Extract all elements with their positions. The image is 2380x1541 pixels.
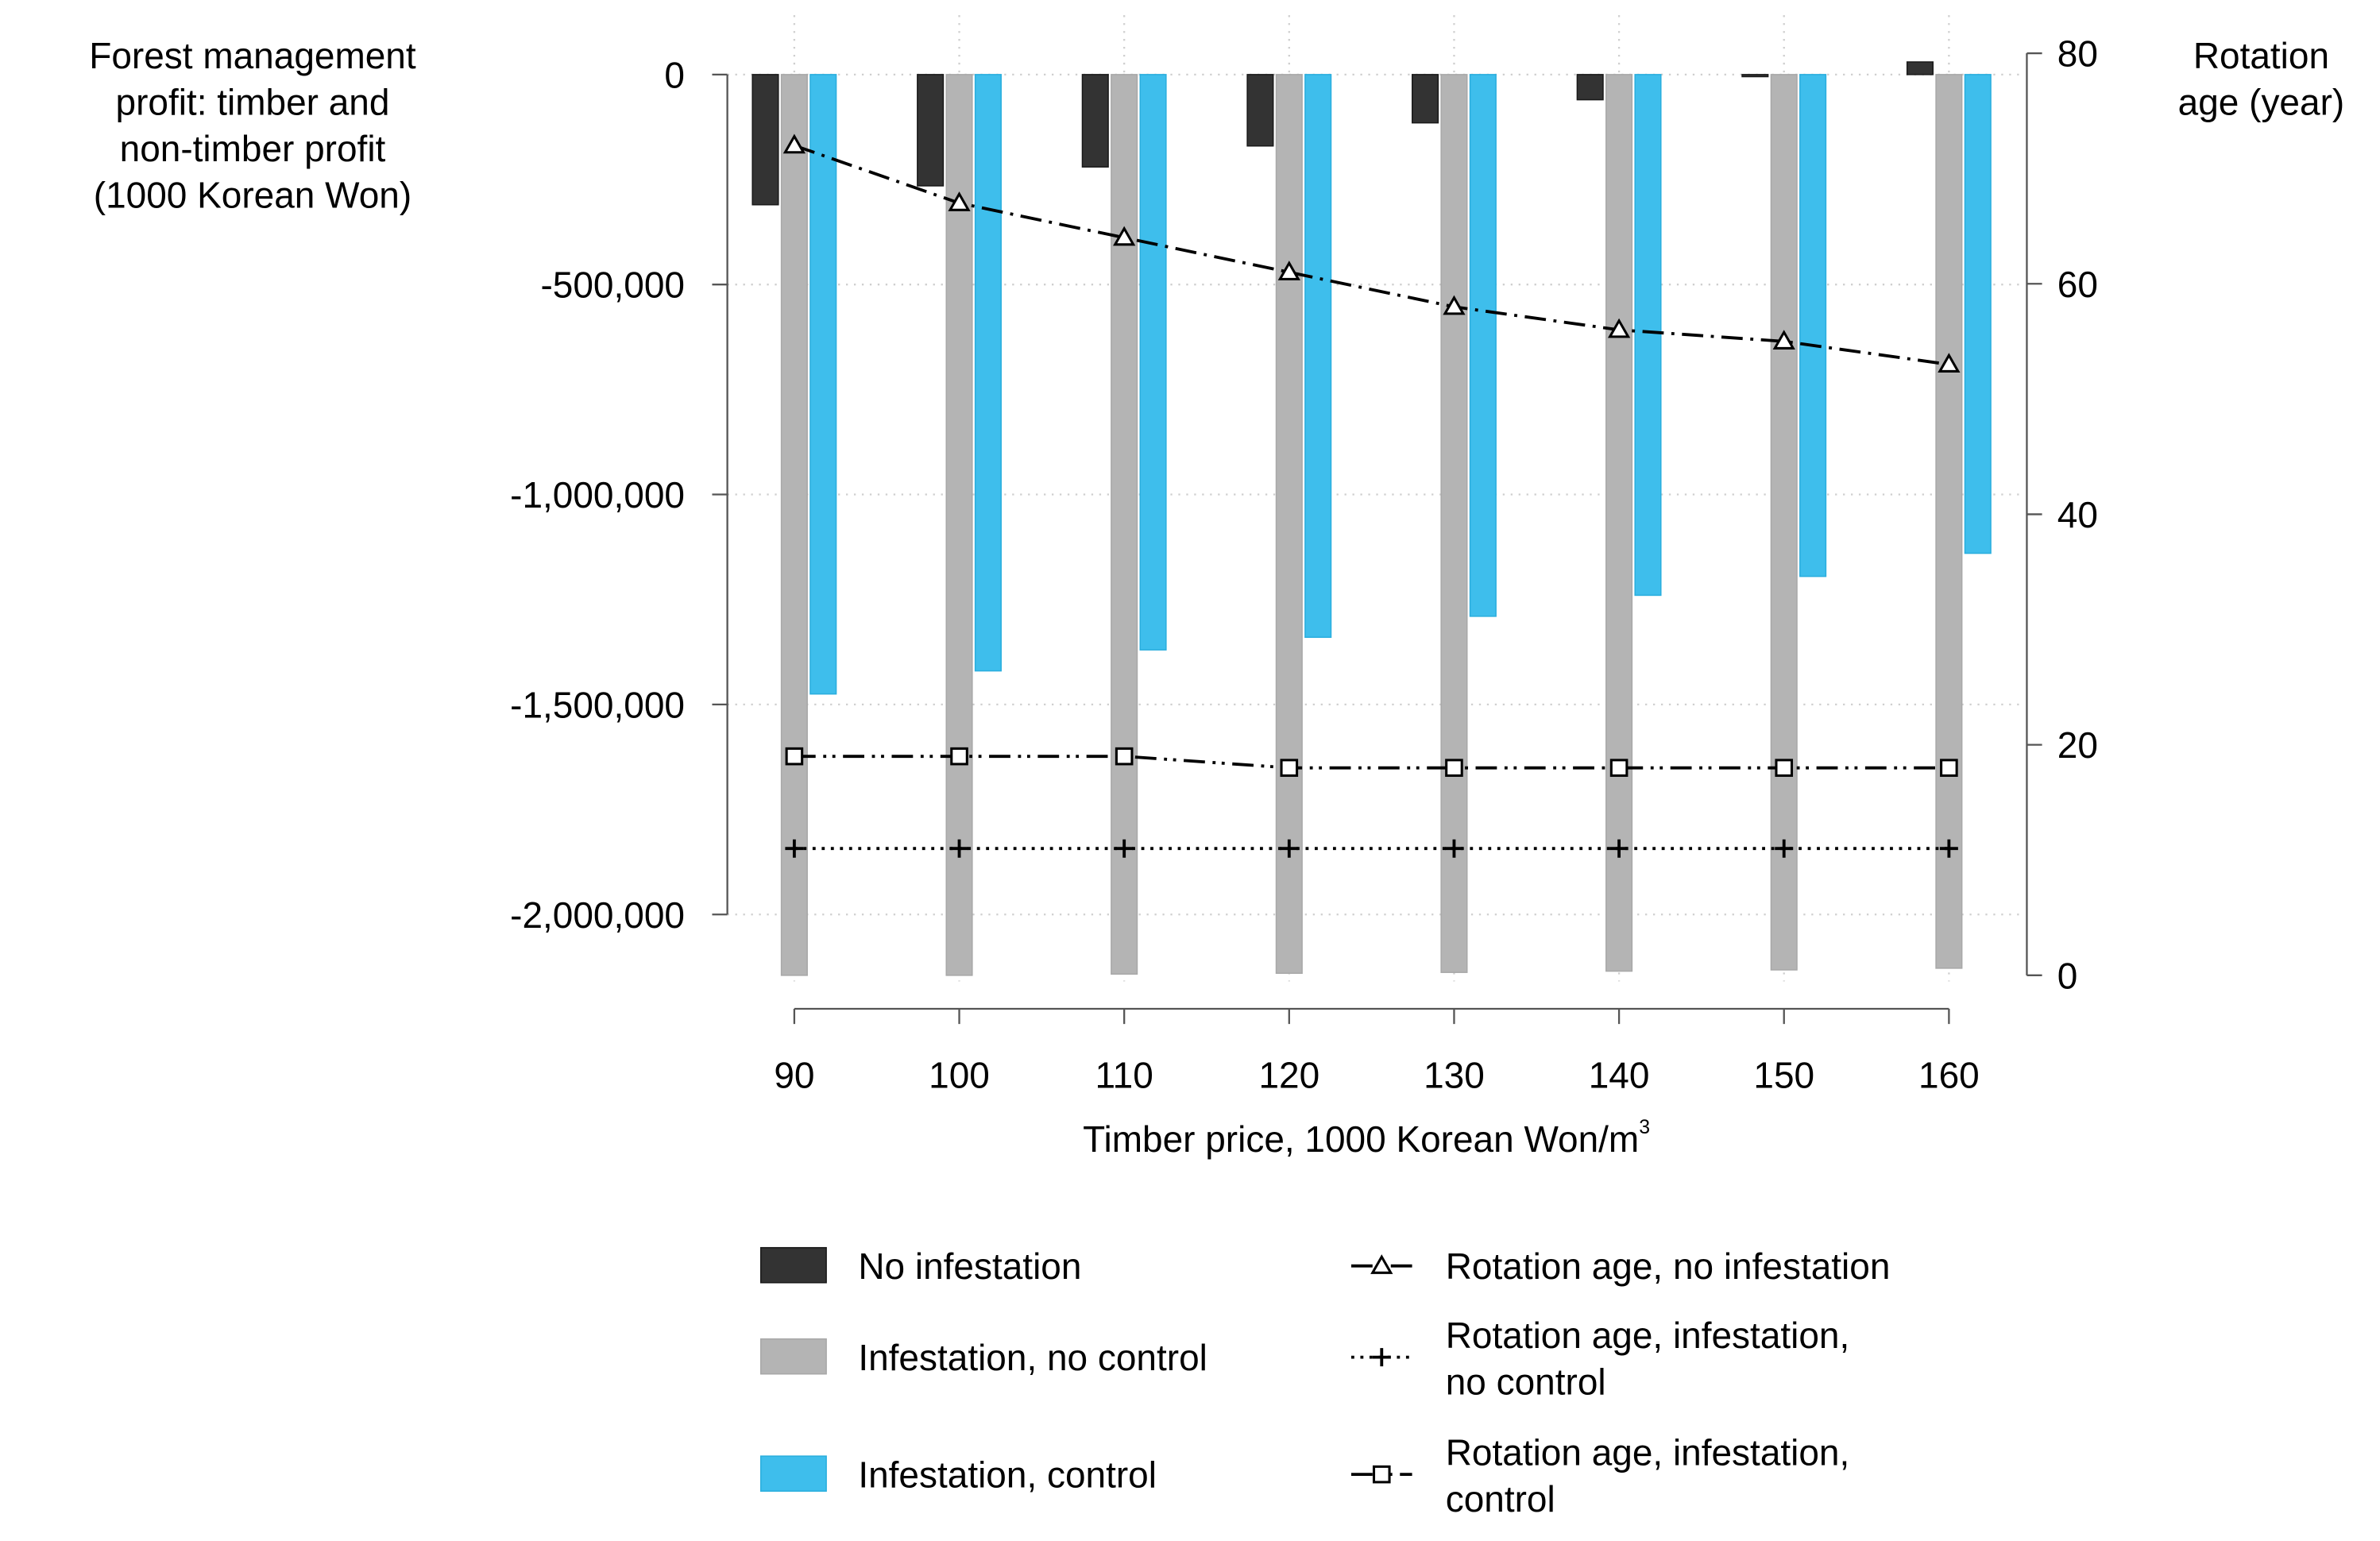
bar-1-90 <box>780 74 808 976</box>
line-1-marker-140 <box>1609 839 1629 858</box>
right-tick-label-3: 20 <box>2057 724 2098 766</box>
bar-0-120 <box>1246 74 1274 147</box>
legend-layer: No infestation Infestation, no control Inf… <box>759 1246 1891 1520</box>
bar-2-160 <box>1964 74 1992 554</box>
labels-layer: 0 -500,000 -1,000,000 -1,500,000 -2,000,000 8… <box>89 33 2344 1160</box>
line-0-marker-160 <box>1938 353 1961 373</box>
x-tick-label-110: 110 <box>1095 1055 1153 1096</box>
right-axis-title-line-0: Rotation <box>2193 35 2329 76</box>
bar-1-160 <box>1935 74 1963 969</box>
line-2-marker-120 <box>1280 759 1299 777</box>
legend-line-marker-2 <box>1372 1465 1391 1484</box>
line-2-marker-110 <box>1115 747 1134 766</box>
bar-1-130 <box>1440 74 1468 973</box>
x-tick-label-130: 130 <box>1424 1055 1485 1096</box>
x-tick-label-150: 150 <box>1753 1055 1814 1096</box>
x-axis-title-superscript: 3 <box>1639 1116 1650 1138</box>
line-2-marker-160 <box>1940 759 1958 777</box>
legend-line-label-1-0: Rotation age, infestation, <box>1446 1315 1850 1356</box>
x-axis-title: Timber price, 1000 Korean Won/m3 <box>1083 1116 1650 1160</box>
legend-swatch-2 <box>759 1455 827 1492</box>
bar-2-150 <box>1799 74 1827 577</box>
line-series-0 <box>794 144 1949 366</box>
bar-1-140 <box>1605 74 1633 972</box>
bar-2-90 <box>809 74 837 695</box>
bar-1-110 <box>1111 74 1138 975</box>
bar-1-100 <box>945 74 973 976</box>
x-tick-label-120: 120 <box>1258 1055 1319 1096</box>
left-tick-label-3: -1,500,000 <box>510 684 685 725</box>
bar-0-100 <box>917 74 945 187</box>
bar-0-150 <box>1741 74 1769 78</box>
bar-2-120 <box>1304 74 1332 639</box>
right-tick-label-4: 0 <box>2057 955 2078 996</box>
left-axis-title-line-0: Forest management <box>89 35 416 76</box>
left-tick-label-2: -1,000,000 <box>510 474 685 516</box>
legend-swatch-0 <box>759 1246 827 1284</box>
bar-1-120 <box>1275 74 1303 974</box>
bar-0-160 <box>1906 61 1934 75</box>
left-axis-title-line-2: non-timber profit <box>120 128 386 169</box>
line-1-marker-100 <box>950 839 969 858</box>
legend-swatch-1 <box>759 1338 827 1375</box>
line-0-marker-140 <box>1607 318 1631 338</box>
line-0-marker-90 <box>782 133 806 154</box>
line-2-marker-150 <box>1775 759 1794 777</box>
legend-line-label-2-0: Rotation age, infestation, <box>1446 1432 1850 1473</box>
legend-line-marker-1 <box>1372 1348 1391 1367</box>
x-tick-label-140: 140 <box>1589 1055 1650 1096</box>
line-1-marker-160 <box>1939 839 1958 858</box>
line-0-marker-130 <box>1443 295 1466 315</box>
legend-label-1: Infestation, no control <box>858 1337 1207 1378</box>
bars-layer <box>751 61 1992 976</box>
right-tick-label-0: 80 <box>2057 33 2098 75</box>
line-0-marker-150 <box>1772 330 1795 350</box>
bar-0-130 <box>1412 74 1439 124</box>
left-tick-label-4: -2,000,000 <box>510 894 685 936</box>
line-1-marker-130 <box>1444 839 1463 858</box>
line-0-marker-120 <box>1277 261 1300 280</box>
bar-0-140 <box>1576 74 1604 101</box>
bar-2-140 <box>1634 74 1662 597</box>
lines-layer <box>782 133 1961 858</box>
x-tick-label-100: 100 <box>929 1055 990 1096</box>
bar-2-130 <box>1469 74 1497 617</box>
legend-label-2: Infestation, control <box>858 1454 1157 1496</box>
line-1-marker-150 <box>1775 839 1794 858</box>
x-tick-label-160: 160 <box>1918 1055 1980 1096</box>
line-1-marker-120 <box>1280 839 1299 858</box>
left-tick-label-0: 0 <box>664 54 685 95</box>
line-0-marker-110 <box>1113 226 1136 246</box>
line-2-marker-90 <box>785 747 804 766</box>
right-tick-label-1: 60 <box>2057 264 2098 305</box>
bar-2-100 <box>974 74 1002 672</box>
line-2-marker-100 <box>950 747 968 766</box>
left-tick-label-1: -500,000 <box>540 265 684 306</box>
line-1-marker-90 <box>785 839 804 858</box>
legend-line-label-1-1: no control <box>1446 1361 1606 1403</box>
line-2-marker-140 <box>1609 759 1629 777</box>
legend-line-label-0: Rotation age, no infestation <box>1446 1246 1891 1287</box>
axes-layer <box>712 52 2042 1025</box>
x-tick-label-90: 90 <box>774 1055 814 1096</box>
left-axis-title-line-3: (1000 Korean Won) <box>94 174 411 215</box>
legend-label-0: No infestation <box>858 1246 1081 1287</box>
bar-1-150 <box>1770 74 1798 971</box>
left-axis-title-line-1: profit: timber and <box>116 82 390 123</box>
right-tick-label-2: 40 <box>2057 494 2098 535</box>
line-2-marker-130 <box>1445 759 1463 777</box>
bar-0-110 <box>1081 74 1109 168</box>
legend-line-label-2-1: control <box>1446 1478 1555 1520</box>
line-0-marker-100 <box>948 191 971 211</box>
bar-0-90 <box>751 74 779 206</box>
line-1-marker-110 <box>1115 839 1134 858</box>
legend-line-marker-0 <box>1370 1254 1393 1274</box>
bar-2-110 <box>1139 74 1167 651</box>
right-axis-title-line-1: age (year) <box>2178 82 2345 123</box>
